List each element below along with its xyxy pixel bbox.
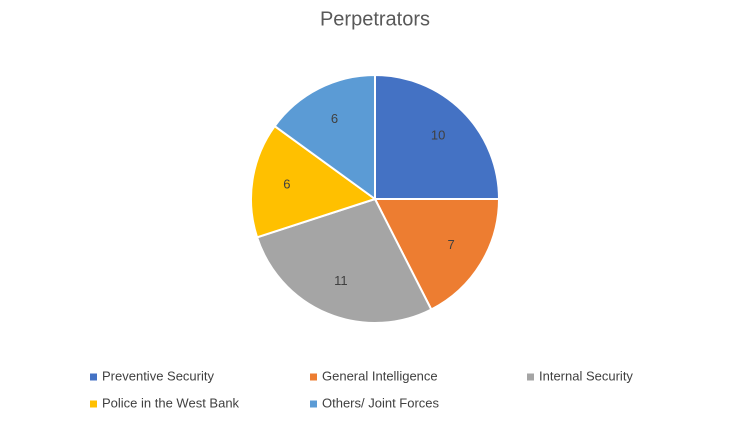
legend-swatch [310,400,317,408]
legend-label: Police in the West Bank [102,395,240,410]
data-label: 6 [283,176,290,191]
legend-swatch [527,373,534,381]
data-label: 11 [334,273,348,288]
legend-label: Preventive Security [102,368,214,383]
chart-title: Perpetrators [320,8,430,30]
pie-slice [255,197,433,324]
data-label: 7 [448,237,455,252]
pie-slice [374,73,501,200]
data-label: 10 [431,127,445,142]
data-label: 6 [331,111,338,126]
pie-slice [273,73,376,201]
legend-swatch [90,373,97,381]
legend-swatch [90,400,97,408]
legend-swatch [310,373,317,381]
legend-label: Others/ Joint Forces [322,395,440,410]
pie-slice [250,124,378,239]
legend-label: General Intelligence [322,368,438,383]
pie-slice [373,198,501,311]
legend-label: Internal Security [539,368,633,383]
